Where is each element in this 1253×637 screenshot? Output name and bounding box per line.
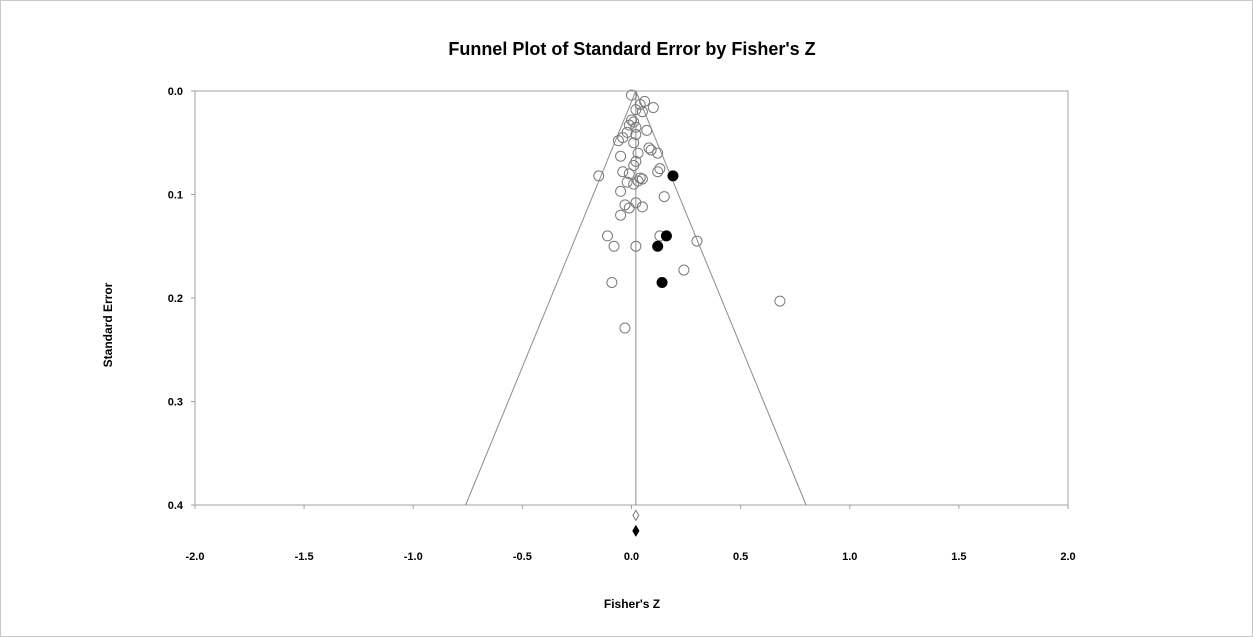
- study-point: [628, 137, 640, 149]
- study-point: [630, 128, 642, 140]
- study-point: [636, 201, 648, 213]
- imputed-point: [667, 170, 679, 182]
- y-tick-label: 0.2: [168, 293, 183, 305]
- study-point: [652, 147, 664, 159]
- x-axis-ticks: -2.0 -1.5 -1.0 -0.5 0.0 0.5 1.0 1.5 2.0: [186, 505, 1076, 563]
- y-tick-label: 0.3: [168, 397, 183, 409]
- study-point: [641, 124, 653, 136]
- study-point: [630, 104, 642, 116]
- x-axis-label: Fisher's Z: [604, 597, 660, 611]
- x-tick-label: 0.0: [624, 551, 639, 563]
- x-tick-label: 1.5: [951, 551, 966, 563]
- x-tick-label: 0.5: [733, 551, 748, 563]
- study-point: [606, 276, 618, 288]
- x-tick-label: -0.5: [513, 551, 532, 563]
- x-tick-label: -1.5: [295, 551, 314, 563]
- study-point: [647, 102, 659, 114]
- study-point: [628, 178, 640, 190]
- study-point: [619, 322, 631, 334]
- study-point: [658, 191, 670, 203]
- y-axis-label: Standard Error: [101, 282, 115, 367]
- imputed-point: [660, 230, 672, 242]
- study-point: [630, 121, 642, 133]
- study-point: [643, 142, 655, 154]
- funnel-left-line: [465, 90, 637, 506]
- study-point: [621, 176, 633, 188]
- data-points: [593, 89, 786, 334]
- study-point: [626, 89, 637, 101]
- y-tick-label: 0.0: [168, 86, 183, 98]
- funnel-right-line: [635, 90, 807, 506]
- summary-diamond-filled: [632, 524, 640, 537]
- y-axis-ticks: 0.0 0.1 0.2 0.3 0.4: [168, 86, 195, 512]
- study-point: [593, 170, 605, 182]
- imputed-point: [656, 276, 668, 288]
- study-point: [774, 295, 786, 307]
- x-tick-label: 2.0: [1060, 551, 1075, 563]
- study-point: [632, 147, 644, 159]
- study-point: [612, 135, 624, 147]
- study-point: [652, 166, 664, 178]
- y-tick-label: 0.4: [168, 500, 184, 512]
- chart-title: Funnel Plot of Standard Error by Fisher'…: [448, 39, 815, 59]
- summary-diamond-open: [632, 509, 640, 522]
- study-point: [623, 168, 635, 180]
- study-point: [645, 144, 657, 156]
- study-point: [678, 264, 690, 276]
- summary-markers: [632, 509, 640, 537]
- funnel-lines: [465, 90, 807, 506]
- x-tick-label: -2.0: [186, 551, 205, 563]
- study-point: [623, 119, 635, 131]
- x-tick-label: -1.0: [404, 551, 423, 563]
- study-point: [608, 240, 620, 252]
- study-point: [617, 166, 629, 178]
- y-tick-label: 0.1: [168, 190, 183, 202]
- study-point: [630, 240, 642, 252]
- study-point: [615, 150, 627, 162]
- study-point: [601, 230, 613, 242]
- study-point: [636, 106, 648, 118]
- study-point: [654, 163, 666, 175]
- study-point: [615, 185, 627, 197]
- imputed-point: [652, 240, 664, 252]
- study-point: [615, 209, 627, 221]
- study-point: [691, 235, 703, 247]
- x-tick-label: 1.0: [842, 551, 857, 563]
- study-point: [623, 202, 635, 214]
